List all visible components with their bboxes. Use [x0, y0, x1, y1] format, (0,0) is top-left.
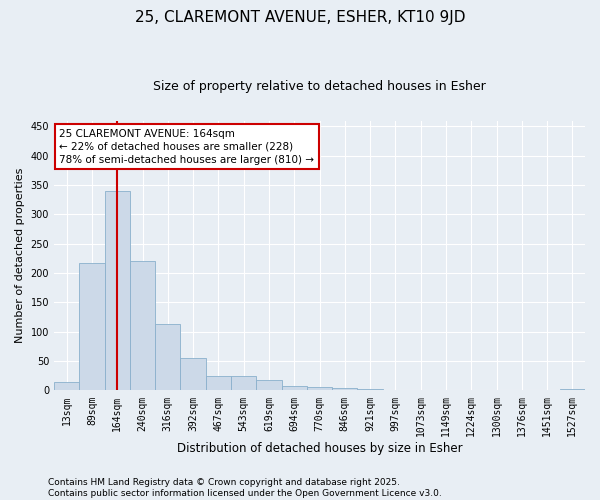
Title: Size of property relative to detached houses in Esher: Size of property relative to detached ho…: [153, 80, 486, 93]
Bar: [130, 262, 155, 390]
Text: 25, CLAREMONT AVENUE, ESHER, KT10 9JD: 25, CLAREMONT AVENUE, ESHER, KT10 9JD: [135, 10, 465, 25]
Text: 25 CLAREMONT AVENUE: 164sqm
← 22% of detached houses are smaller (228)
78% of se: 25 CLAREMONT AVENUE: 164sqm ← 22% of det…: [59, 128, 314, 165]
Bar: [206, 376, 231, 390]
Bar: [332, 388, 358, 390]
Bar: [155, 324, 181, 390]
Bar: [54, 382, 79, 390]
Y-axis label: Number of detached properties: Number of detached properties: [15, 168, 25, 343]
X-axis label: Distribution of detached houses by size in Esher: Distribution of detached houses by size …: [177, 442, 463, 455]
Bar: [79, 263, 104, 390]
Text: Contains HM Land Registry data © Crown copyright and database right 2025.
Contai: Contains HM Land Registry data © Crown c…: [48, 478, 442, 498]
Bar: [256, 380, 281, 390]
Bar: [181, 358, 206, 390]
Bar: [307, 387, 332, 390]
Bar: [231, 376, 256, 390]
Bar: [281, 386, 307, 390]
Bar: [104, 191, 130, 390]
